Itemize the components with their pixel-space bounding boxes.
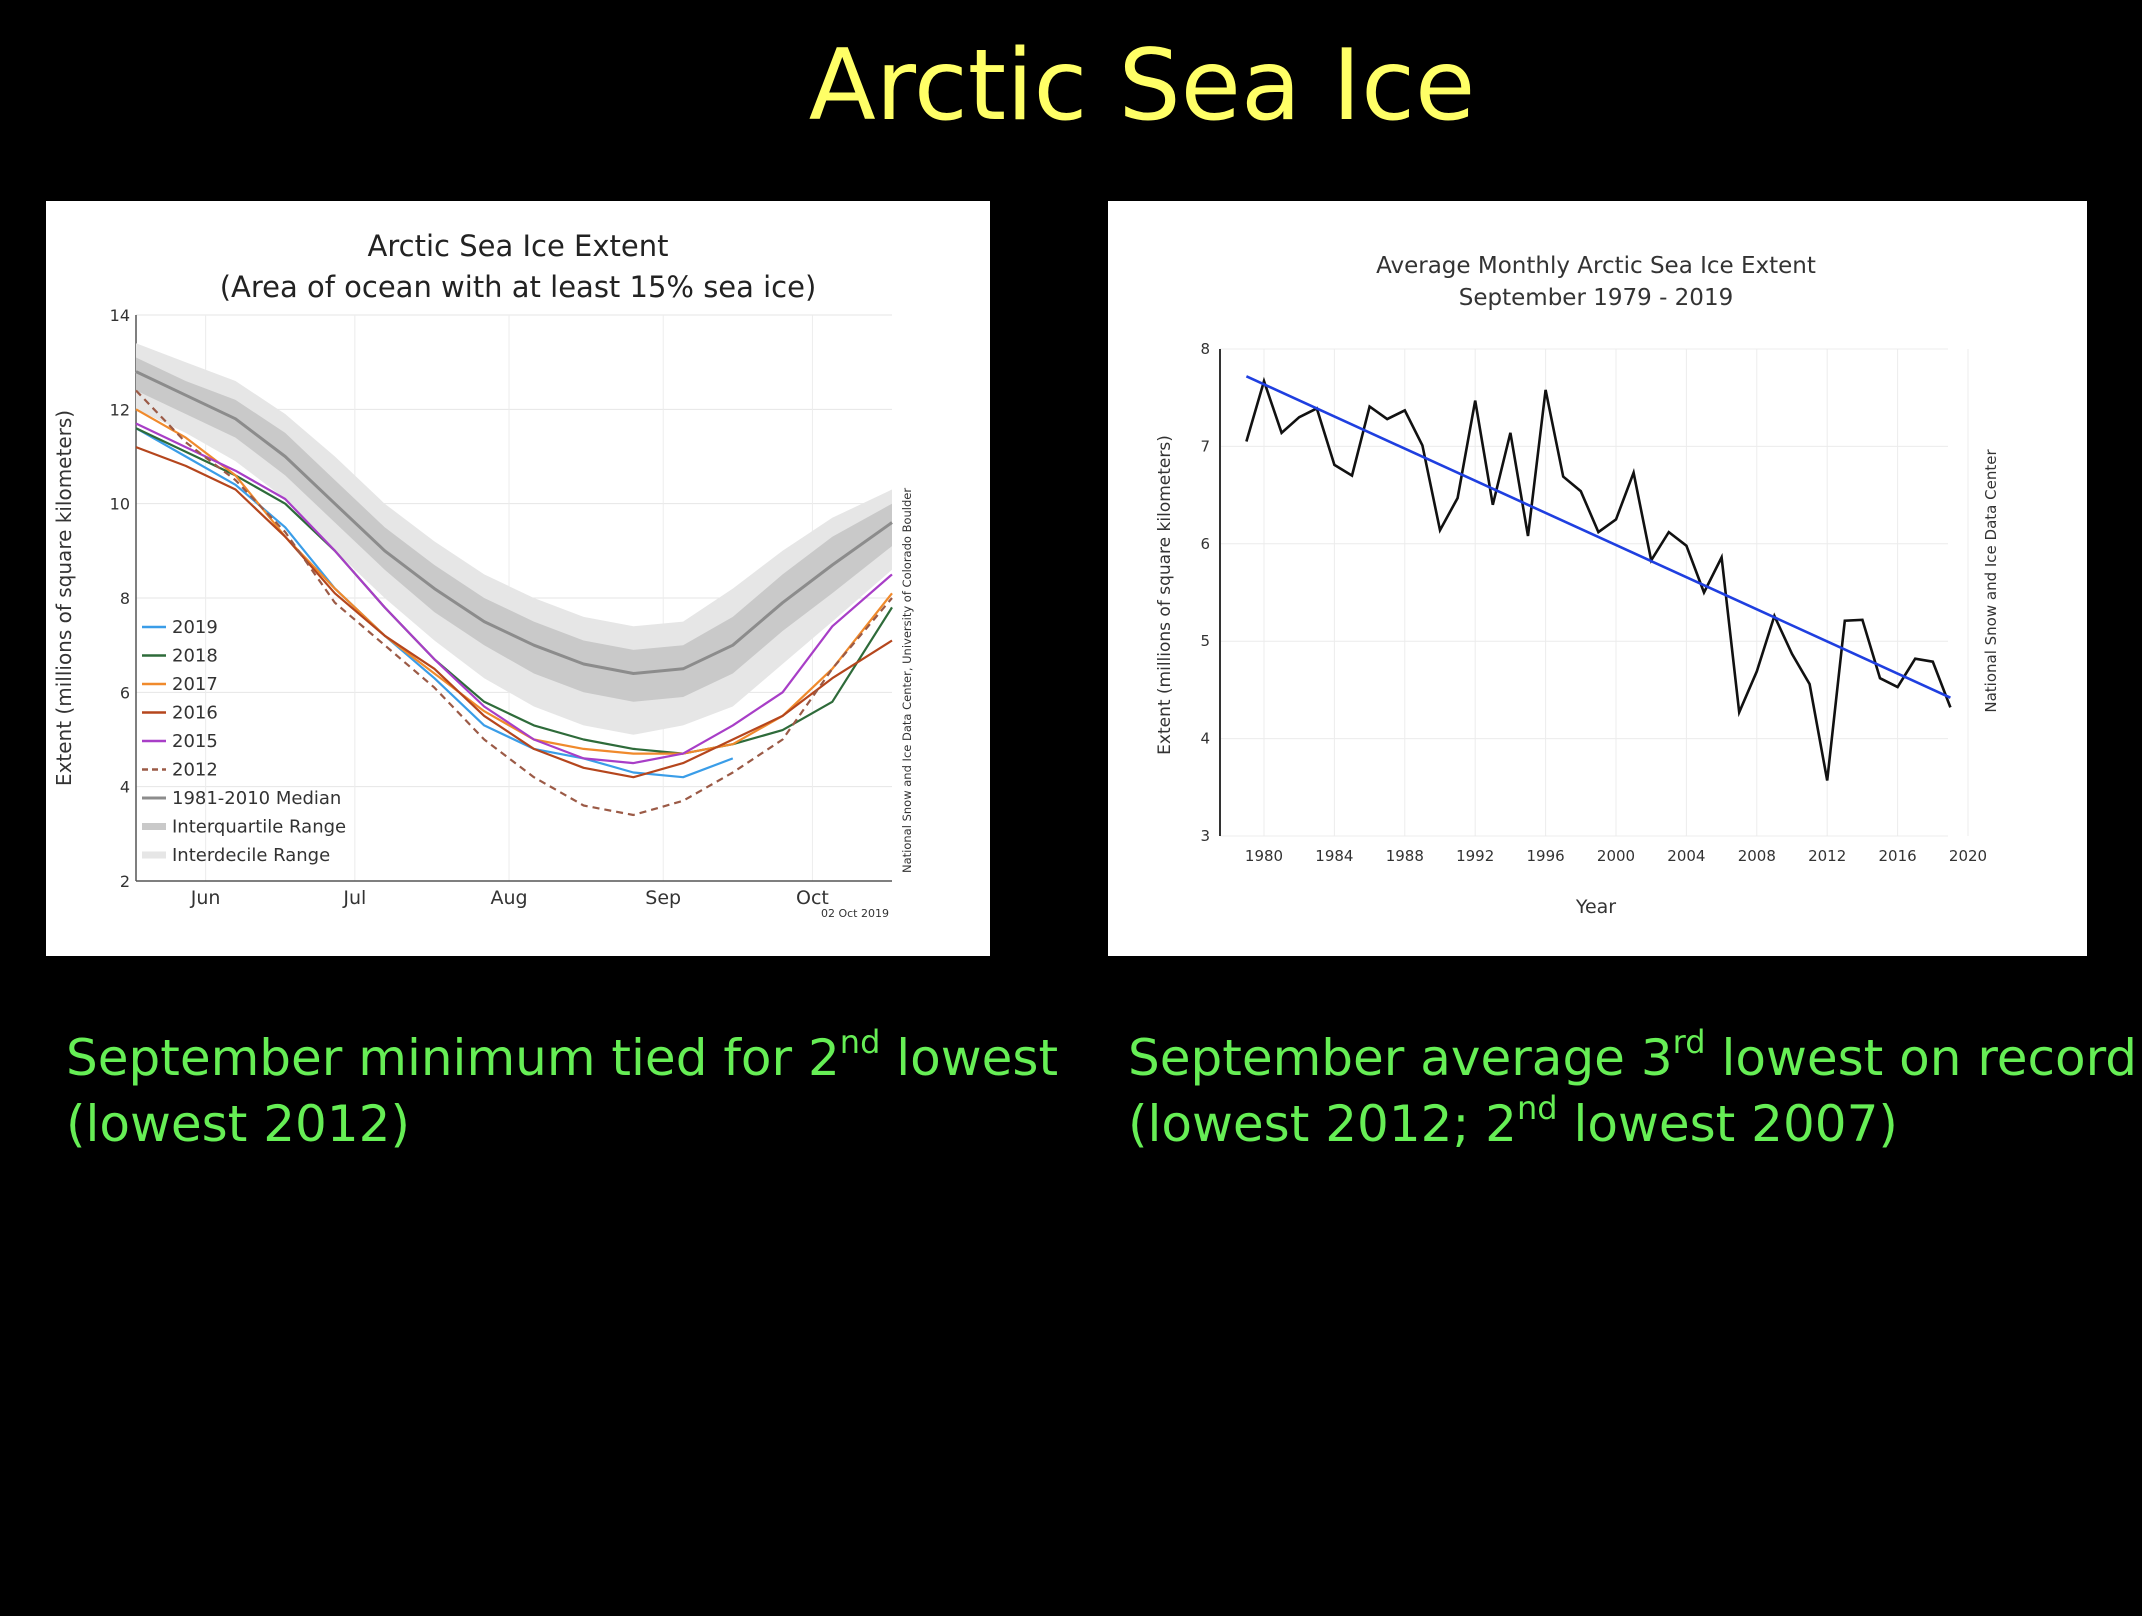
legend-label: 2018 <box>172 646 218 667</box>
x-tick-label: 2000 <box>1597 847 1635 865</box>
chart-left-title: Arctic Sea Ice Extent <box>368 229 669 263</box>
chart-right-x-axis-label: Year <box>1575 896 1616 918</box>
chart-left-y-axis-label: Extent (millions of square kilometers) <box>52 410 76 786</box>
x-tick-label: 1980 <box>1245 847 1283 865</box>
caption-left: September minimum tied for 2nd lowest (l… <box>66 1025 1066 1157</box>
legend-label: 2019 <box>172 617 218 638</box>
y-tick-label: 7 <box>1200 437 1210 455</box>
interquartile-range-band <box>136 357 892 702</box>
daily-extent-chart: Arctic Sea Ice Extent (Area of ocean with… <box>52 229 914 920</box>
y-tick-label: 6 <box>120 683 130 702</box>
series-line-2018 <box>135 427 893 755</box>
chart-right-credit: National Snow and Ice Data Center <box>1982 449 2000 713</box>
x-tick-label: Aug <box>490 887 527 909</box>
x-tick-label: 2008 <box>1738 847 1776 865</box>
chart-left-credit: National Snow and Ice Data Center, Unive… <box>900 488 914 873</box>
series-line-2012 <box>135 389 893 817</box>
legend-label: 2012 <box>172 760 218 781</box>
chart-right-y-axis-label: Extent (millions of square kilometers) <box>1155 435 1175 755</box>
x-tick-label: Sep <box>645 887 681 909</box>
legend-label: Interquartile Range <box>172 817 346 838</box>
series-line-1981-2010-median <box>135 370 893 675</box>
series-line-2015 <box>135 422 893 765</box>
series-line-2016 <box>135 446 893 779</box>
x-tick-label: 2012 <box>1808 847 1846 865</box>
chart-right-subtitle: September 1979 - 2019 <box>1459 285 1733 311</box>
x-tick-label: Jul <box>342 887 366 909</box>
legend-label: 2017 <box>172 674 218 695</box>
interdecile-range-band <box>136 343 892 735</box>
series-line-2019 <box>135 427 734 779</box>
x-tick-label: 2020 <box>1949 847 1987 865</box>
daily-extent-chart-panel: Arctic Sea Ice Extent (Area of ocean with… <box>46 201 990 956</box>
caption-right-text-2: lowest on record (lowest 2012; 2 <box>1128 1029 2138 1153</box>
caption-left-text-1: September minimum tied for 2 <box>66 1029 840 1087</box>
y-tick-label: 10 <box>110 495 130 514</box>
caption-right-text-1: September average 3 <box>1128 1029 1673 1087</box>
legend-label: Interdecile Range <box>172 845 330 866</box>
chart-left-date-stamp: 02 Oct 2019 <box>821 907 889 920</box>
caption-right-sup-2: nd <box>1517 1089 1558 1127</box>
september-extent-line <box>1245 376 1952 781</box>
x-tick-label: 1996 <box>1527 847 1565 865</box>
chart-left-subtitle: (Area of ocean with at least 15% sea ice… <box>220 270 817 304</box>
caption-left-text-2: lowest (lowest 2012) <box>66 1029 1059 1153</box>
x-tick-label: 1984 <box>1315 847 1353 865</box>
y-tick-label: 4 <box>120 778 130 797</box>
y-tick-label: 8 <box>1200 340 1210 358</box>
caption-right-sup-1: rd <box>1672 1023 1706 1061</box>
x-tick-label: Oct <box>796 887 829 909</box>
chart-right-title: Average Monthly Arctic Sea Ice Extent <box>1376 253 1816 279</box>
y-tick-label: 8 <box>120 589 130 608</box>
y-tick-label: 5 <box>1200 632 1210 650</box>
x-tick-label: 2004 <box>1667 847 1705 865</box>
caption-left-sup: nd <box>839 1023 881 1061</box>
x-tick-label: 1992 <box>1456 847 1494 865</box>
y-tick-label: 6 <box>1200 535 1210 553</box>
y-tick-label: 4 <box>1200 730 1210 748</box>
x-tick-label: Jun <box>190 887 221 909</box>
x-tick-label: 2016 <box>1879 847 1917 865</box>
y-tick-label: 3 <box>1200 827 1210 845</box>
y-tick-label: 2 <box>120 872 130 891</box>
legend-label: 2016 <box>172 703 218 724</box>
monthly-extent-chart: Average Monthly Arctic Sea Ice Extent Sep… <box>1155 253 2000 918</box>
x-tick-label: 1988 <box>1386 847 1424 865</box>
caption-right-text-3: lowest 2007) <box>1557 1095 1898 1153</box>
y-tick-label: 12 <box>110 400 130 419</box>
y-tick-label: 14 <box>110 306 130 325</box>
legend-label: 1981-2010 Median <box>172 788 341 809</box>
monthly-extent-chart-panel: Average Monthly Arctic Sea Ice Extent Sep… <box>1108 201 2087 956</box>
caption-right: September average 3rd lowest on record (… <box>1128 1025 2142 1157</box>
slide-title: Arctic Sea Ice <box>808 29 1476 143</box>
trend-line <box>1245 375 1951 699</box>
legend-label: 2015 <box>172 731 218 752</box>
